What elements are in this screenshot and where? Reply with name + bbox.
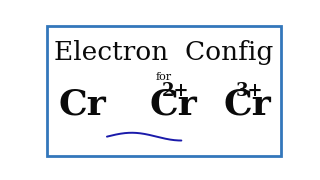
Text: 2+: 2+ xyxy=(161,82,189,100)
Text: Cr: Cr xyxy=(58,88,106,122)
Text: Cr: Cr xyxy=(149,88,197,122)
Text: for: for xyxy=(156,72,172,82)
Text: 3+: 3+ xyxy=(236,82,263,100)
Text: Cr: Cr xyxy=(224,88,271,122)
Text: Electron  Config: Electron Config xyxy=(54,40,274,65)
